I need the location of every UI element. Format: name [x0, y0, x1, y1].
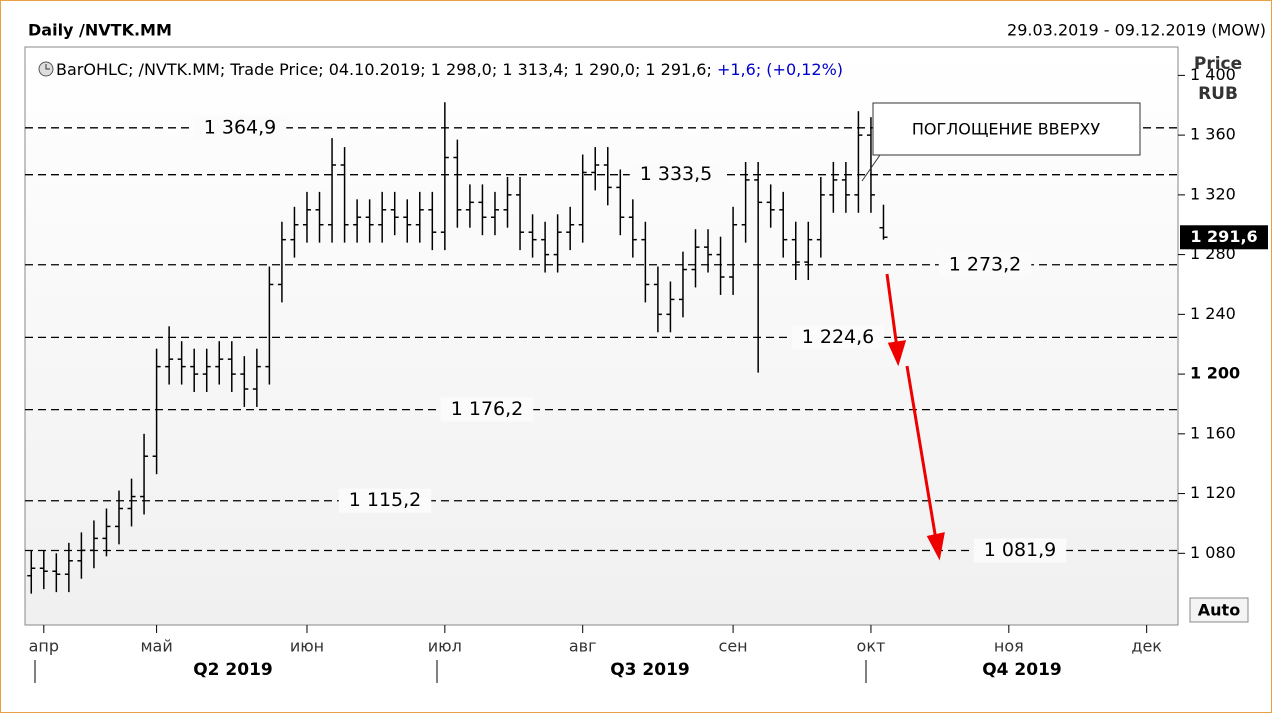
- y-tick-label: 1 080: [1190, 543, 1236, 562]
- y-tick-label: 1 160: [1190, 423, 1236, 442]
- annotation-pointer: [861, 154, 881, 182]
- x-tick-label: окт: [857, 637, 886, 656]
- legend-change: +1,6; (+0,12%): [717, 60, 843, 79]
- quarter-label: Q4 2019: [982, 660, 1062, 680]
- level-label: 1 333,5: [640, 163, 713, 185]
- auto-button-label[interactable]: Auto: [1198, 601, 1240, 620]
- auto-button[interactable]: [1189, 597, 1249, 623]
- level-label-bg: [791, 325, 885, 350]
- arrow-head: [887, 340, 907, 367]
- level-label-bg: [973, 538, 1067, 563]
- x-tick-label: май: [140, 637, 172, 656]
- x-tick-label: сен: [719, 637, 748, 656]
- legend-main: BarOHLC; /NVTK.MM; Trade Price; 04.10.20…: [56, 60, 712, 79]
- quarter-label: Q3 2019: [610, 660, 690, 680]
- level-label: 1 176,2: [451, 398, 524, 420]
- x-tick-label: авг: [569, 637, 597, 656]
- y-tick-label: 1 240: [1190, 304, 1236, 323]
- level-label-bg: [338, 488, 432, 513]
- level-label: 1 115,2: [349, 489, 422, 511]
- legend-icon-hand: [45, 64, 50, 70]
- axis-title: Price: [1194, 54, 1242, 74]
- y-tick-label: 1 200: [1190, 364, 1240, 383]
- arrow: [885, 273, 899, 349]
- annotation: ПОГЛОЩЕНИЕ ВВЕРХУ: [912, 120, 1100, 139]
- chart-title: Daily /NVTK.MM: [28, 21, 172, 40]
- x-tick-label: апр: [29, 637, 59, 656]
- y-tick-label: 1 360: [1190, 125, 1236, 144]
- y-tick-label: 1 400: [1190, 65, 1236, 84]
- last-value-label: 1 291,6: [1190, 227, 1257, 246]
- level-label: 1 081,9: [984, 539, 1057, 561]
- last-value-box: [1180, 225, 1268, 250]
- x-tick-label: ноя: [994, 637, 1024, 656]
- arrows: [885, 273, 945, 561]
- date-range: 29.03.2019 - 09.12.2019 (MOW): [1007, 21, 1266, 40]
- level-label: 1 364,9: [204, 116, 277, 138]
- x-tick-label: дек: [1131, 637, 1162, 656]
- level-label-bg: [440, 397, 534, 422]
- arrow-head: [926, 532, 945, 561]
- x-tick-label: июн: [290, 637, 324, 656]
- level-label: 1 224,6: [802, 326, 875, 348]
- arrow: [905, 365, 938, 541]
- legend-text: BarOHLC; /NVTK.MM; Trade Price; 04.10.20…: [56, 60, 843, 79]
- y-tick-label: 1 120: [1190, 483, 1236, 502]
- x-tick-label: июл: [428, 637, 462, 656]
- axis-title: RUB: [1198, 84, 1238, 104]
- y-tick-label: 1 320: [1190, 184, 1236, 203]
- level-label-bg: [629, 162, 723, 187]
- level-label-bg: [193, 115, 287, 140]
- level-label-bg: [938, 252, 1032, 277]
- annotation-box: [872, 102, 1141, 156]
- level-label: 1 273,2: [949, 253, 1022, 275]
- quarter-label: Q2 2019: [193, 660, 273, 680]
